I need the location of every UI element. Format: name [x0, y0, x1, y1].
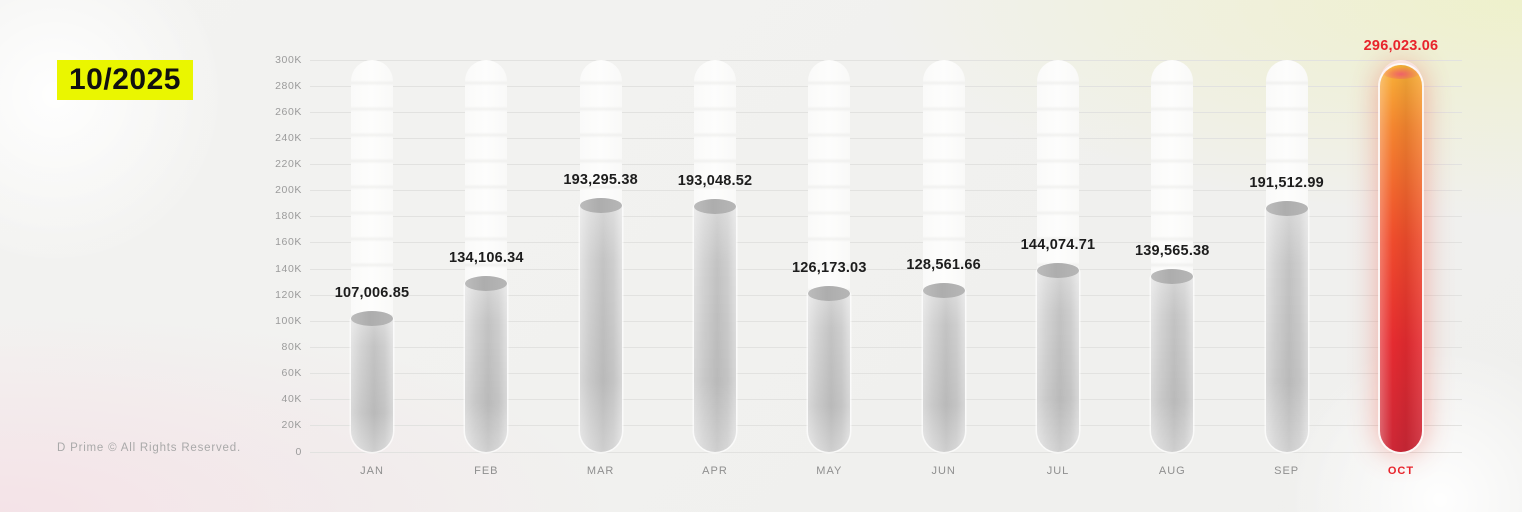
value-label-jul: 144,074.71 [1020, 236, 1096, 253]
value-label-feb: 134,106.34 [449, 249, 524, 266]
value-label-aug: 139,565.38 [1135, 242, 1210, 259]
bar-cap-mar [579, 198, 622, 214]
bar-cap-jul [1036, 262, 1079, 278]
y-tick-label: 240K [275, 131, 302, 144]
value-label-apr: 193,048.52 [677, 172, 753, 189]
x-label-jun: JUN [931, 465, 956, 477]
grid-line [310, 294, 1462, 296]
x-label-sep: SEP [1274, 465, 1300, 477]
grid-line [310, 242, 1462, 244]
grid-line [310, 425, 1462, 427]
bar-fill-sep[interactable] [1265, 200, 1308, 452]
x-label-apr: APR [702, 465, 728, 477]
bar-cap-aug [1151, 268, 1194, 284]
bar-fill-feb[interactable] [465, 275, 508, 452]
bar-cap-feb [465, 275, 508, 291]
y-tick-label: 140K [275, 262, 302, 275]
y-tick-label: 180K [275, 210, 302, 223]
x-label-may: MAY [816, 465, 843, 477]
y-tick-label: 100K [275, 314, 302, 327]
y-tick-label: 80K [281, 340, 302, 353]
x-label-feb: FEB [474, 465, 499, 477]
grid-line [310, 164, 1462, 166]
y-tick-label: 120K [275, 288, 302, 301]
bar-cap-oct [1382, 67, 1419, 80]
y-tick-label: 300K [275, 53, 302, 66]
value-label-mar: 193,295.38 [563, 172, 638, 189]
grid-line [310, 216, 1462, 218]
y-tick-label: 200K [275, 184, 302, 197]
grid-line [310, 373, 1462, 375]
bar-cap-jun [922, 283, 965, 298]
grid-line [310, 268, 1462, 270]
value-label-jan: 107,006.85 [334, 285, 410, 302]
bar-cap-jan [351, 311, 393, 327]
x-label-aug: AUG [1158, 465, 1186, 477]
grid-line [310, 59, 1462, 61]
value-label-may: 126,173.03 [792, 260, 867, 277]
bar-fill-oct[interactable] [1379, 65, 1422, 452]
y-tick-label: 0 [295, 445, 302, 458]
bar-cap-apr [693, 198, 736, 214]
bar-cap-sep [1265, 200, 1308, 216]
y-tick-label: 40K [281, 393, 302, 406]
x-label-jan: JAN [360, 465, 384, 477]
grid-line [310, 137, 1462, 139]
x-label-oct: OCT [1387, 465, 1415, 477]
y-tick-label: 280K [275, 79, 302, 92]
y-tick-label: 60K [281, 367, 302, 380]
bar-fill-may[interactable] [808, 286, 851, 452]
grid-line [310, 190, 1462, 192]
bar-fill-aug[interactable] [1151, 268, 1194, 452]
grid-line [310, 111, 1462, 113]
period-badge: 10/2025 [57, 60, 193, 100]
value-label-jun: 128,561.66 [906, 257, 981, 273]
x-label-jul: JUL [1046, 465, 1070, 477]
grid-line [310, 346, 1462, 348]
bar-fill-apr[interactable] [693, 198, 736, 452]
bar-fill-jul[interactable] [1036, 262, 1079, 452]
y-tick-label: 160K [275, 236, 302, 249]
y-tick-label: 220K [275, 158, 302, 171]
y-tick-label: 260K [275, 105, 302, 118]
value-label-sep: 191,512.99 [1249, 174, 1324, 191]
copyright-text: D Prime © All Rights Reserved. [57, 442, 241, 454]
bar-fill-mar[interactable] [579, 198, 622, 452]
grid-line [310, 451, 1462, 453]
bar-fill-jun[interactable] [922, 283, 965, 452]
y-tick-label: 20K [281, 419, 302, 432]
grid-line [310, 320, 1462, 322]
grid-line [310, 85, 1462, 87]
bar-fill-jan[interactable] [351, 311, 393, 452]
x-label-mar: MAR [586, 465, 615, 477]
grid-line [310, 399, 1462, 401]
value-label-oct: 296,023.06 [1363, 38, 1439, 55]
bar-cap-may [808, 286, 851, 302]
